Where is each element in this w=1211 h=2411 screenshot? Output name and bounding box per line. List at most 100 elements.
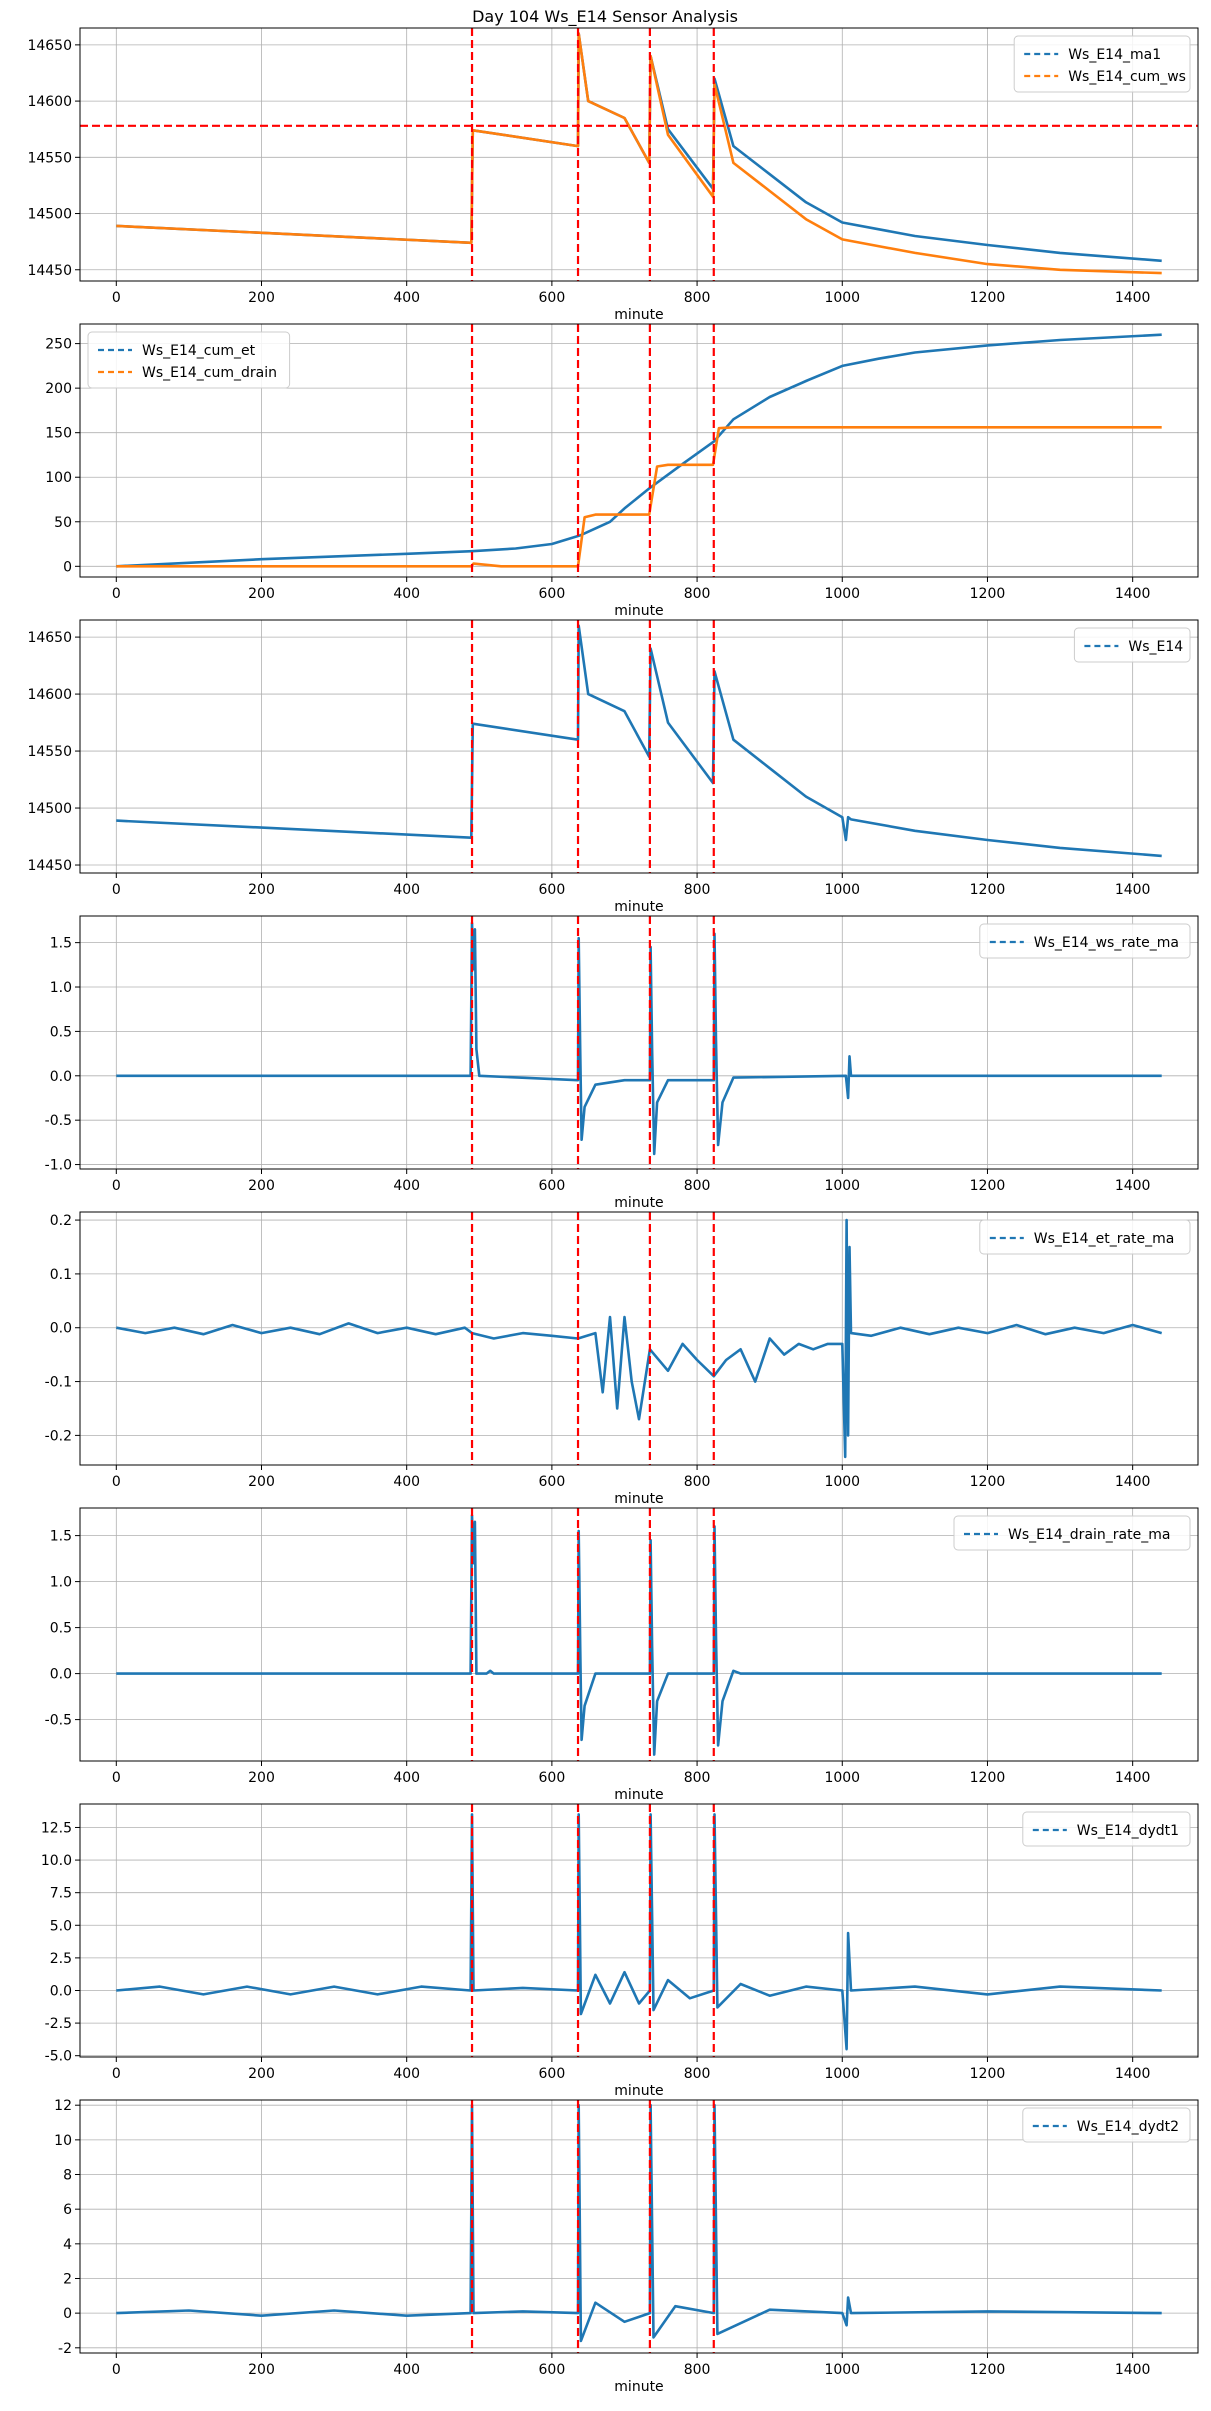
x-tick-label: 0: [112, 1178, 121, 1194]
x-tick-label: 1000: [824, 1178, 860, 1194]
x-tick-label: 1400: [1115, 290, 1151, 306]
x-tick-label: 1400: [1115, 1770, 1151, 1786]
y-tick-label: -0.2: [45, 1428, 72, 1444]
y-tick-label: 0.0: [50, 1983, 72, 1999]
series-line-1: [116, 1514, 1162, 1756]
legend-box: [1073, 627, 1191, 663]
y-tick-label: 1.0: [50, 980, 72, 996]
legend: Ws_E14_et_rate_ma: [979, 1219, 1191, 1255]
x-tick-label: 400: [393, 2066, 420, 2082]
x-tick-label: 1200: [970, 290, 1006, 306]
legend: Ws_E14_dydt1: [1022, 1811, 1191, 1847]
x-tick-label: 200: [248, 1474, 275, 1490]
x-tick-label: 1400: [1115, 586, 1151, 602]
y-tick-label: 14450: [27, 263, 72, 279]
y-tick-label: 50: [54, 515, 72, 531]
chart-panel-2: 0 200 400 600 800 1000 1200 1400 0 50 100 150 200 250…: [45, 323, 1199, 619]
y-tick-label: 5.0: [50, 1918, 72, 1934]
y-tick-label: 14500: [27, 207, 72, 223]
x-tick-label: 200: [248, 882, 275, 898]
x-tick-label: 800: [684, 290, 711, 306]
y-tick-label: 1.0: [50, 1575, 72, 1591]
y-tick-label: 14650: [27, 38, 72, 54]
y-tick-label: 14650: [27, 630, 72, 646]
x-tick-label: 200: [248, 290, 275, 306]
x-axis-label: minute: [614, 2379, 663, 2395]
series-line-1: [116, 1218, 1163, 1459]
x-tick-label: 1200: [970, 2066, 1006, 2082]
y-tick-label: 2.5: [50, 1951, 72, 1967]
legend: Ws_E14_cum_et Ws_E14_cum_drain: [87, 331, 291, 389]
y-tick-label: -0.5: [45, 1113, 72, 1129]
legend: Ws_E14_ma1 Ws_E14_cum_ws: [1013, 35, 1191, 93]
x-tick-label: 600: [539, 2362, 566, 2378]
x-tick-label: 200: [248, 1770, 275, 1786]
chart-panel-7: 0 200 400 600 800 1000 1200 1400 -5.0 -2.5 0.0 2.5 5…: [41, 1803, 1199, 2099]
x-tick-label: 1200: [970, 2362, 1006, 2378]
x-tick-label: 0: [112, 2362, 121, 2378]
x-tick-label: 1000: [824, 2066, 860, 2082]
y-tick-label: 100: [45, 470, 72, 486]
plot-frame: [79, 2099, 1199, 2354]
y-tick-label: 14600: [27, 94, 72, 110]
x-tick-label: 800: [684, 586, 711, 602]
x-tick-label: 200: [248, 1178, 275, 1194]
x-tick-label: 400: [393, 586, 420, 602]
plot-frame: [79, 1211, 1199, 1466]
series-line-1: [116, 2103, 1162, 2343]
x-tick-label: 0: [112, 882, 121, 898]
x-axis-label: minute: [614, 1195, 663, 1211]
y-tick-label: 250: [45, 337, 72, 353]
chart-panel-5: 0 200 400 600 800 1000 1200 1400 -0.2 -0.1 0.0 0.1 0…: [45, 1211, 1199, 1507]
legend-box: [953, 1515, 1191, 1551]
y-tick-label: -5.0: [45, 2049, 72, 2065]
x-tick-label: 800: [684, 882, 711, 898]
x-tick-label: 600: [539, 1770, 566, 1786]
y-tick-label: 8: [63, 2168, 72, 2184]
y-tick-label: 10: [54, 2133, 72, 2149]
y-tick-label: 12: [54, 2098, 72, 2114]
legend-box: [979, 1219, 1191, 1255]
x-tick-label: 1000: [824, 1770, 860, 1786]
x-tick-label: 0: [112, 2066, 121, 2082]
y-tick-label: -2.5: [45, 2016, 72, 2032]
x-axis-label: minute: [614, 603, 663, 619]
x-tick-label: 0: [112, 1474, 121, 1490]
y-tick-label: 0.2: [50, 1213, 72, 1229]
x-tick-label: 1400: [1115, 1474, 1151, 1490]
y-tick-label: 0.5: [50, 1621, 72, 1637]
x-tick-label: 600: [539, 290, 566, 306]
y-tick-label: 0.1: [50, 1267, 72, 1283]
x-tick-label: 200: [248, 586, 275, 602]
legend-label: Ws_E14_cum_et: [142, 343, 256, 359]
y-tick-label: 0.5: [50, 1024, 72, 1040]
x-tick-label: 1000: [824, 882, 860, 898]
plot-frame: [79, 619, 1199, 874]
legend-box: [1022, 2107, 1191, 2143]
y-tick-label: -1.0: [45, 1158, 72, 1174]
y-tick-label: 0: [63, 559, 72, 575]
x-axis-label: minute: [614, 1787, 663, 1803]
legend-label: Ws_E14_ws_rate_ma: [1034, 935, 1179, 951]
legend: Ws_E14_drain_rate_ma: [953, 1515, 1191, 1551]
x-tick-label: 400: [393, 1770, 420, 1786]
legend-box: [979, 923, 1191, 959]
chart-panel-6: 0 200 400 600 800 1000 1200 1400 -0.5 0.0 0.5 1.0 1.…: [45, 1507, 1199, 1803]
x-tick-label: 600: [539, 2066, 566, 2082]
chart-panel-8: 0 200 400 600 800 1000 1200 1400 -2 0 2 4 6 8 10 12 minu…: [54, 2098, 1199, 2395]
x-tick-label: 1000: [824, 2362, 860, 2378]
legend: Ws_E14: [1073, 627, 1191, 663]
x-tick-label: 1400: [1115, 2066, 1151, 2082]
y-tick-label: 0.0: [50, 1069, 72, 1085]
plot-frame: [79, 915, 1199, 1170]
x-axis-label: minute: [614, 307, 663, 323]
x-tick-label: 1200: [970, 1770, 1006, 1786]
x-tick-label: 0: [112, 290, 121, 306]
figure-title: Day 104 Ws_E14 Sensor Analysis: [472, 7, 738, 27]
legend: Ws_E14_dydt2: [1022, 2107, 1191, 2143]
y-tick-label: 4: [63, 2237, 72, 2253]
x-tick-label: 200: [248, 2362, 275, 2378]
y-tick-label: -0.1: [45, 1375, 72, 1391]
x-tick-label: 800: [684, 1178, 711, 1194]
